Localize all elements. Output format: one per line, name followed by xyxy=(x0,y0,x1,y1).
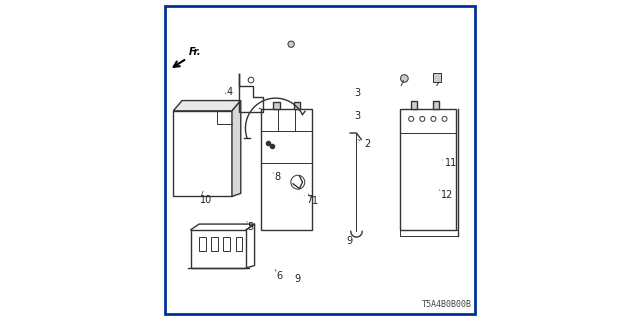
Bar xyxy=(236,237,243,251)
Text: 3: 3 xyxy=(354,111,360,121)
Text: 1: 1 xyxy=(312,196,318,206)
Text: 7: 7 xyxy=(306,195,312,205)
Circle shape xyxy=(288,41,294,47)
Text: 2: 2 xyxy=(364,139,370,149)
Bar xyxy=(294,102,300,109)
Bar xyxy=(261,109,312,230)
Text: Fr.: Fr. xyxy=(188,47,201,57)
Bar xyxy=(199,237,205,251)
Text: T5A4B0B00B: T5A4B0B00B xyxy=(422,300,472,309)
Text: 4: 4 xyxy=(227,87,232,97)
Text: 9: 9 xyxy=(294,274,300,284)
Bar xyxy=(173,111,232,196)
Text: 11: 11 xyxy=(445,158,458,168)
Bar xyxy=(400,230,458,236)
Bar xyxy=(433,73,440,82)
Text: 10: 10 xyxy=(200,195,212,205)
Polygon shape xyxy=(173,100,241,111)
Bar xyxy=(433,101,439,109)
Bar xyxy=(412,101,417,109)
Polygon shape xyxy=(232,100,241,196)
Bar xyxy=(273,102,280,109)
Bar xyxy=(211,237,218,251)
Text: 9: 9 xyxy=(346,236,352,246)
Bar xyxy=(400,109,456,230)
Circle shape xyxy=(401,75,408,82)
Text: 6: 6 xyxy=(276,271,283,281)
Bar xyxy=(223,237,230,251)
Text: 5: 5 xyxy=(248,222,254,232)
Text: 8: 8 xyxy=(275,172,281,182)
Text: 3: 3 xyxy=(354,88,360,98)
Text: 12: 12 xyxy=(441,190,454,200)
Bar xyxy=(191,230,246,268)
